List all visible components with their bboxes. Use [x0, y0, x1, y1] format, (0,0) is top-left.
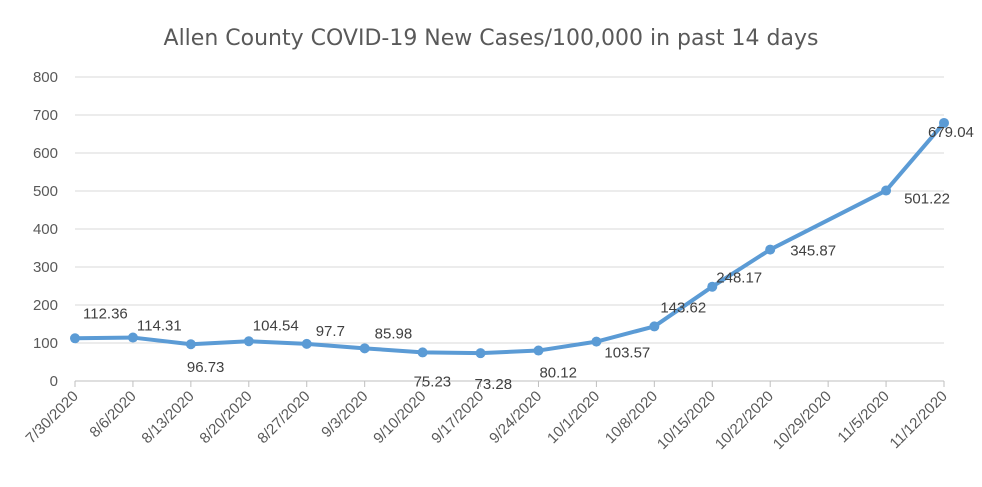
- data-label: 143.62: [660, 299, 706, 316]
- x-tick-label: 11/5/2020: [834, 388, 892, 446]
- data-label: 85.98: [375, 325, 413, 342]
- x-tick-label: 8/13/2020: [138, 388, 197, 447]
- x-tick-label: 9/10/2020: [370, 388, 429, 447]
- y-tick-label: 400: [33, 221, 58, 238]
- y-tick-label: 0: [50, 373, 58, 390]
- x-tick-label: 8/20/2020: [196, 388, 255, 447]
- data-point: [127, 332, 138, 343]
- data-label: 75.23: [414, 373, 452, 390]
- data-point: [707, 281, 718, 292]
- data-label: 96.73: [187, 359, 225, 376]
- x-tick-label: 10/8/2020: [602, 388, 661, 447]
- x-tick-label: 10/22/2020: [712, 388, 777, 453]
- data-point: [881, 185, 892, 196]
- data-point: [417, 347, 428, 358]
- data-point: [185, 339, 196, 350]
- data-point: [359, 343, 370, 354]
- y-tick-label: 500: [33, 183, 58, 200]
- data-labels: 112.36 114.31 96.73 104.54 97.7 85.98 75.23 73.…: [83, 124, 974, 393]
- data-label: 114.31: [137, 318, 182, 335]
- series-line: [73, 120, 946, 356]
- data-label: 248.17: [716, 270, 762, 287]
- data-label: 73.28: [475, 376, 513, 393]
- x-tick-label: 10/15/2020: [654, 388, 719, 453]
- data-point: [591, 336, 602, 347]
- x-tick-label: 9/17/2020: [428, 388, 487, 447]
- data-point: [243, 336, 254, 347]
- x-tick-label: 7/30/2020: [23, 388, 82, 447]
- x-tick-label: 8/6/2020: [86, 388, 139, 441]
- y-tick-label: 700: [33, 107, 58, 124]
- data-label: 679.04: [928, 124, 974, 141]
- data-point: [301, 338, 312, 349]
- x-tick-label: 10/29/2020: [770, 388, 835, 453]
- x-tick-label: 10/1/2020: [544, 388, 603, 447]
- data-point: [533, 345, 544, 356]
- data-point: [70, 333, 80, 344]
- data-label: 501.22: [904, 191, 950, 208]
- series: [70, 117, 949, 359]
- x-tick-label: 8/27/2020: [254, 388, 313, 447]
- data-point: [475, 348, 486, 359]
- x-tick-label: 11/12/2020: [887, 388, 951, 452]
- data-label: 104.54: [253, 317, 299, 334]
- data-point: [649, 321, 660, 332]
- y-tick-label: 100: [33, 335, 58, 352]
- axes: 0 100 200 300 400 500 600 700 800 7/30/2020 8/6/20…: [23, 69, 951, 453]
- data-label: 112.36: [83, 305, 128, 322]
- chart-title: Allen County COVID-19 New Cases/100,000 …: [164, 26, 819, 51]
- x-tick-label: 9/3/2020: [318, 388, 371, 441]
- y-tick-label: 600: [33, 145, 58, 162]
- y-tick-label: 300: [33, 259, 58, 276]
- y-tick-label: 200: [33, 297, 58, 314]
- data-point: [765, 244, 776, 255]
- data-point: [939, 117, 949, 128]
- data-label: 80.12: [539, 365, 577, 382]
- x-tick-label: 9/24/2020: [486, 388, 545, 447]
- data-label: 345.87: [790, 243, 836, 260]
- data-label: 103.57: [604, 345, 650, 362]
- y-tick-label: 800: [33, 69, 58, 86]
- gridlines: [75, 76, 944, 344]
- data-label: 97.7: [316, 323, 345, 340]
